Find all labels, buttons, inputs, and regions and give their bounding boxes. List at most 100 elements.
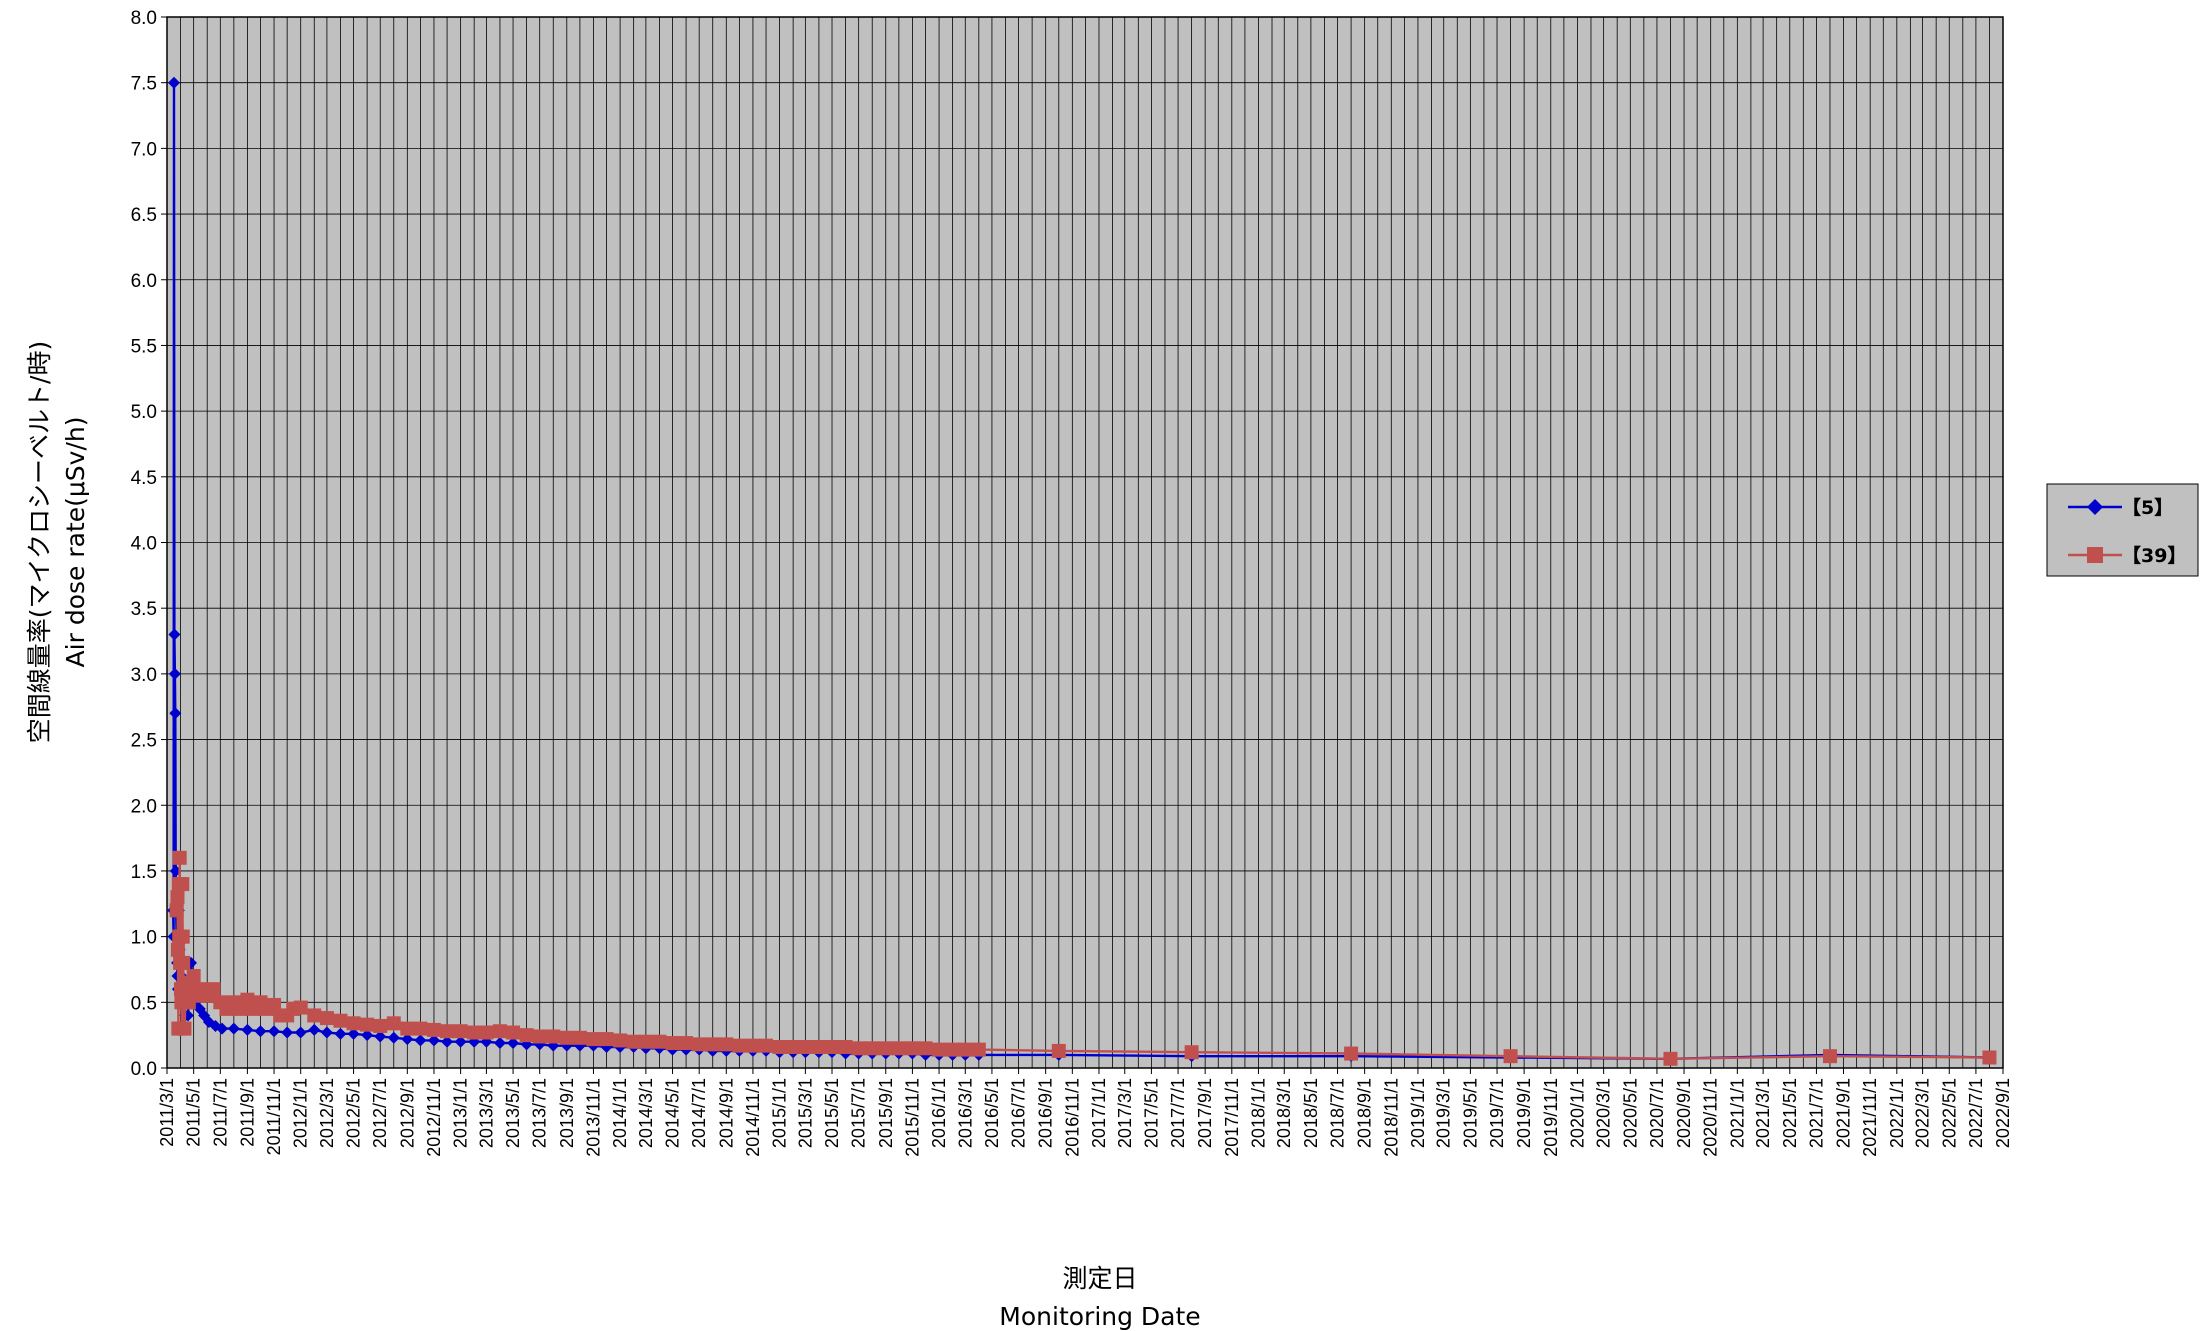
x-tick-label: 2020/5/1 — [1620, 1078, 1640, 1148]
data-point — [838, 1039, 853, 1054]
x-tick-label: 2022/3/1 — [1913, 1078, 1933, 1148]
x-tick-label: 2021/7/1 — [1806, 1078, 1826, 1148]
x-tick-label: 2013/3/1 — [476, 1078, 496, 1148]
x-tick-label: 2016/1/1 — [929, 1078, 949, 1148]
data-point — [732, 1038, 747, 1053]
data-point — [176, 955, 191, 970]
y-tick-label: 2.0 — [131, 796, 157, 817]
x-tick-label: 2014/9/1 — [716, 1078, 736, 1148]
x-tick-label: 2015/9/1 — [876, 1078, 896, 1148]
x-tick-label: 2020/9/1 — [1674, 1078, 1694, 1148]
data-point — [1982, 1050, 1997, 1065]
data-point — [467, 1025, 482, 1040]
x-axis-title-en: Monitoring Date — [999, 1302, 1200, 1331]
data-point — [613, 1033, 628, 1048]
data-point — [202, 1016, 215, 1029]
data-point — [401, 1033, 414, 1046]
x-tick-label: 2012/11/1 — [424, 1078, 444, 1157]
data-point — [347, 1027, 360, 1040]
data-point — [400, 1021, 415, 1036]
x-tick-label: 2019/7/1 — [1487, 1078, 1507, 1148]
x-tick-label: 2011/7/1 — [210, 1078, 230, 1147]
x-tick-label: 2022/9/1 — [1993, 1078, 2013, 1148]
x-tick-label: 2017/3/1 — [1115, 1078, 1135, 1148]
data-point — [532, 1029, 547, 1044]
y-tick-label: 6.5 — [131, 205, 157, 226]
x-tick-label: 2020/7/1 — [1647, 1078, 1667, 1148]
x-tick-label: 2016/11/1 — [1062, 1078, 1082, 1157]
data-point — [772, 1039, 787, 1054]
x-tick-label: 2018/1/1 — [1248, 1078, 1268, 1148]
data-point — [373, 1018, 388, 1033]
data-point — [346, 1016, 361, 1031]
data-point — [1663, 1051, 1678, 1066]
y-tick-label: 6.0 — [131, 271, 157, 292]
data-point — [507, 1037, 520, 1050]
data-point — [374, 1030, 387, 1043]
data-point — [254, 1025, 267, 1038]
data-point — [479, 1025, 494, 1040]
data-point — [506, 1025, 521, 1040]
data-point — [665, 1036, 680, 1051]
legend-marker-5 — [2087, 499, 2103, 515]
data-point — [333, 1013, 348, 1028]
data-point — [1051, 1043, 1066, 1058]
legend-box — [2046, 483, 2199, 577]
x-tick-label: 2012/7/1 — [370, 1078, 390, 1148]
legend-label-5: 【5】 — [2122, 496, 2173, 519]
x-tick-label: 2016/7/1 — [1009, 1078, 1029, 1148]
x-tick-label: 2018/11/1 — [1381, 1078, 1401, 1157]
y-tick-label: 4.0 — [131, 534, 157, 555]
data-point — [170, 942, 185, 957]
data-point — [319, 1011, 334, 1026]
data-point — [971, 1042, 986, 1057]
x-tick-label: 2014/3/1 — [636, 1078, 656, 1148]
x-tick-label: 2011/9/1 — [237, 1078, 257, 1147]
x-tick-label: 2020/1/1 — [1567, 1078, 1587, 1148]
y-tick-label: 3.5 — [131, 599, 157, 620]
x-tick-label: 2015/3/1 — [795, 1078, 815, 1148]
x-tick-label: 2015/1/1 — [770, 1078, 790, 1148]
data-point — [441, 1035, 454, 1048]
data-point — [414, 1034, 427, 1047]
y-tick-label: 3.0 — [131, 665, 157, 686]
data-point — [638, 1034, 653, 1049]
data-point — [586, 1032, 601, 1047]
x-axis-ticks: 2011/3/1 2011/5/1 2011/7/1 2011/9/1 2011/11/… — [157, 1068, 2013, 1157]
data-point — [334, 1027, 347, 1040]
x-tick-label: 2019/5/1 — [1460, 1078, 1480, 1148]
y-tick-label: 5.5 — [131, 336, 157, 357]
data-point — [413, 1021, 428, 1036]
x-tick-label: 2021/9/1 — [1834, 1078, 1854, 1148]
data-point — [891, 1041, 906, 1056]
x-tick-label: 2016/3/1 — [955, 1078, 975, 1148]
x-tick-label: 2013/5/1 — [503, 1078, 523, 1148]
data-point — [241, 1023, 254, 1036]
x-tick-label: 2019/9/1 — [1514, 1078, 1534, 1148]
data-point — [865, 1041, 880, 1056]
y-tick-label: 2.5 — [131, 731, 157, 752]
x-tick-label: 2014/1/1 — [610, 1078, 630, 1148]
data-point — [169, 707, 182, 720]
x-tick-label: 2020/11/1 — [1701, 1078, 1721, 1157]
data-point — [546, 1029, 561, 1044]
x-tick-label: 2012/5/1 — [344, 1078, 364, 1148]
x-tick-label: 2022/7/1 — [1966, 1078, 1986, 1148]
y-tick-label: 7.5 — [131, 74, 157, 95]
x-tick-label: 2018/3/1 — [1274, 1078, 1294, 1148]
data-point — [281, 1026, 294, 1039]
x-tick-label: 2012/1/1 — [291, 1078, 311, 1148]
data-point — [267, 997, 282, 1012]
data-point — [692, 1037, 707, 1052]
legend-label-39: 【39】 — [2122, 544, 2186, 567]
data-point — [386, 1016, 401, 1031]
x-axis-title-ja: 測定日 — [1062, 1264, 1137, 1293]
data-point — [294, 1026, 307, 1039]
data-point — [175, 929, 190, 944]
data-point — [361, 1029, 374, 1042]
data-point — [293, 1000, 308, 1015]
data-point — [172, 850, 187, 865]
x-tick-label: 2018/7/1 — [1328, 1078, 1348, 1148]
x-tick-label: 2013/11/1 — [583, 1078, 603, 1157]
data-point — [426, 1022, 441, 1037]
